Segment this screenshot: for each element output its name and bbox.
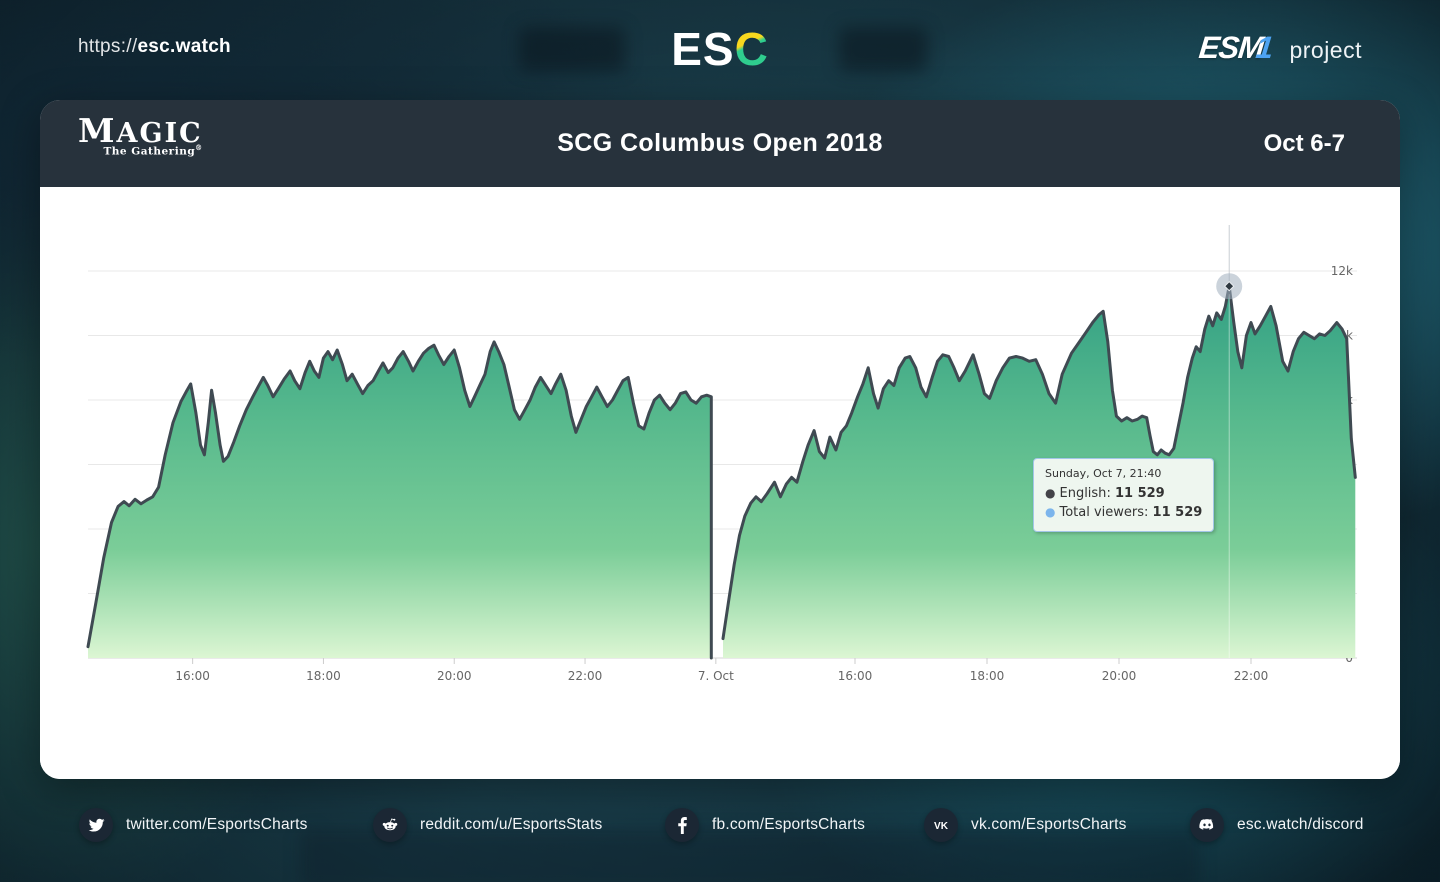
site-url[interactable]: https://esc.watch — [78, 36, 231, 58]
background-blur-blob — [519, 27, 625, 71]
stats-card: MMAGICAGIC The Gathering® SCG Columbus O… — [40, 100, 1400, 779]
twitter-link-label: twitter.com/EsportsCharts — [126, 816, 308, 833]
background-blur-blob — [300, 830, 1200, 882]
link-twitter[interactable]: twitter.com/EsportsCharts — [79, 808, 308, 842]
esc-logo-c: C — [734, 23, 769, 75]
svg-text:18:00: 18:00 — [970, 669, 1005, 683]
event-dates: Oct 6-7 — [1263, 130, 1345, 157]
tooltip-row-english: ● English: 11 529 — [1045, 486, 1165, 501]
discord-icon — [1190, 808, 1224, 842]
link-reddit[interactable]: reddit.com/u/EsportsStats — [373, 808, 602, 842]
svg-text:12k: 12k — [1331, 264, 1353, 278]
marker-point[interactable] — [1224, 280, 1235, 292]
tooltip-value-total: 11 529 — [1152, 505, 1203, 520]
registered-mark: ® — [195, 143, 203, 152]
event-title: SCG Columbus Open 2018 — [557, 129, 883, 157]
url-prefix: https:// — [78, 36, 138, 57]
link-discord[interactable]: esc.watch/discord — [1190, 808, 1364, 842]
svg-text:VK: VK — [934, 821, 949, 832]
svg-text:22:00: 22:00 — [1234, 669, 1269, 683]
vk-link-label: vk.com/EsportsCharts — [971, 816, 1127, 833]
background-blur-blob — [839, 27, 927, 71]
series-bullet-total: ● — [1045, 505, 1056, 519]
magic-logo-subtitle: The Gathering® — [103, 143, 203, 158]
series-bullet-english: ● — [1045, 486, 1056, 500]
esm-project-logo: ESM 1 project — [1197, 30, 1362, 66]
reddit-icon — [373, 808, 407, 842]
svg-text:20:00: 20:00 — [437, 669, 472, 683]
url-host: esc.watch — [137, 36, 231, 57]
top-bar: https://esc.watch ESC ESM 1 project — [0, 0, 1440, 100]
series-line-1 — [86, 340, 713, 660]
svg-text:18:00: 18:00 — [306, 669, 341, 683]
twitter-icon — [79, 808, 113, 842]
series-line-2 — [721, 284, 1357, 641]
link-vk[interactable]: VK vk.com/EsportsCharts — [924, 808, 1127, 842]
link-facebook[interactable]: fb.com/EsportsCharts — [665, 808, 865, 842]
tooltip-value-english: 11 529 — [1114, 486, 1165, 501]
magic-logo-word: MMAGICAGIC — [78, 111, 203, 150]
svg-text:16:00: 16:00 — [838, 669, 873, 683]
esm-logo-one: 1 — [1254, 30, 1276, 65]
social-footer: twitter.com/EsportsCharts reddit.com/u/E… — [0, 808, 1440, 844]
svg-text:7. Oct: 7. Oct — [698, 669, 734, 683]
esm-project-label: project — [1289, 37, 1362, 63]
magic-the-gathering-logo: MMAGICAGIC The Gathering® — [78, 111, 203, 158]
discord-link-label: esc.watch/discord — [1237, 816, 1364, 833]
area-fill-1 — [88, 341, 712, 658]
svg-text:16:00: 16:00 — [175, 669, 210, 683]
tooltip-row-total: ● Total viewers: 11 529 — [1045, 505, 1203, 520]
tooltip-heading: Sunday, Oct 7, 21:40 — [1045, 467, 1162, 480]
card-header: MMAGICAGIC The Gathering® SCG Columbus O… — [40, 100, 1400, 187]
svg-text:22:00: 22:00 — [568, 669, 603, 683]
vk-icon: VK — [924, 808, 958, 842]
facebook-icon — [665, 808, 699, 842]
esc-logo: ESC — [0, 22, 1440, 76]
x-axis: 16:00 18:00 20:00 22:00 7. Oct 16:00 18:00 20:0… — [175, 658, 1268, 683]
svg-text:20:00: 20:00 — [1102, 669, 1137, 683]
facebook-link-label: fb.com/EsportsCharts — [712, 816, 866, 833]
esc-logo-es: ES — [671, 23, 735, 75]
reddit-link-label: reddit.com/u/EsportsStats — [420, 816, 603, 833]
chart-tooltip: Sunday, Oct 7, 21:40 ● English: 11 529 ● T… — [1033, 458, 1215, 532]
